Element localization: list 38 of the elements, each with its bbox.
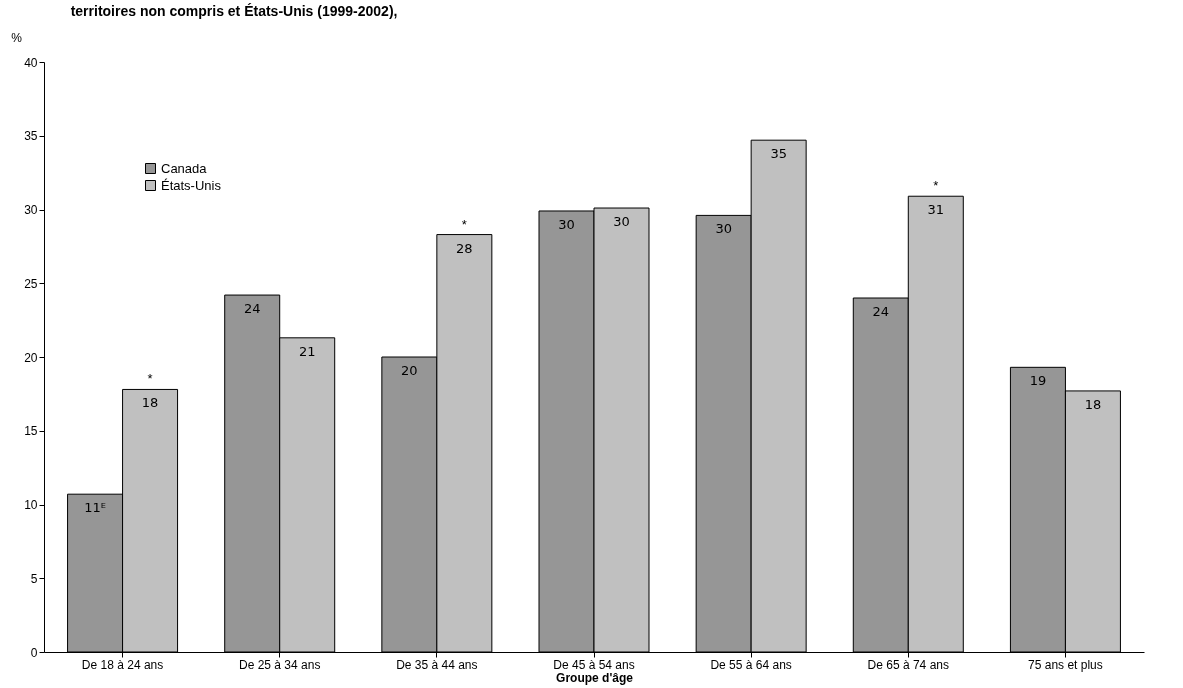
x-tick-label: De 25 à 34 ans: [239, 657, 321, 672]
data-label: 30: [715, 221, 732, 237]
data-label: 30: [558, 216, 575, 232]
data-label: 35: [770, 146, 787, 162]
data-label: 24: [872, 304, 890, 319]
y-tick-label: 10: [24, 498, 38, 512]
y-tick-label: 30: [24, 203, 38, 217]
y-tick-label: 0: [30, 645, 38, 660]
x-tick-label: De 55 à 64 ans: [710, 657, 792, 672]
data-label: 30: [613, 214, 630, 230]
y-tick-label: 15: [24, 424, 38, 439]
legend-label: Canada: [161, 160, 208, 176]
x-tick-label: De 35 à 44 ans: [396, 657, 478, 672]
data-label: 28: [456, 240, 473, 256]
annotation: *: [461, 216, 467, 232]
data-label: 18: [141, 395, 159, 411]
annotation: *: [933, 178, 939, 194]
annotation: *: [147, 371, 153, 387]
data-label: 18: [1084, 396, 1102, 412]
y-tick-label: 20: [24, 350, 38, 365]
data-label: 21: [298, 343, 316, 359]
data-label: 31: [927, 202, 945, 218]
x-tick-label: De 45 à 54 ans: [553, 657, 635, 672]
x-tick-label: De 65 à 74 ans: [867, 657, 949, 672]
data-label: 24: [243, 301, 261, 317]
y-tick-label: 40: [24, 55, 38, 70]
legend-label: États-Unis: [161, 177, 222, 193]
data-label: 19: [1029, 373, 1047, 389]
y-tick-label: 5: [30, 571, 38, 586]
data-label: 20: [401, 363, 418, 378]
chart-title: territoires non compris et États-Unis (1999-2002),: [70, 3, 398, 19]
y-tick-label: 25: [24, 276, 38, 291]
data-label: 11ᴱ: [84, 500, 106, 516]
x-tick-label: 75 ans et plus: [1028, 657, 1103, 672]
x-axis-title: Groupe d'âge: [556, 670, 634, 685]
y-tick-label: 35: [24, 129, 38, 144]
x-tick-label: De 18 à 24 ans: [81, 657, 164, 672]
y-axis-title: %: [11, 30, 23, 45]
